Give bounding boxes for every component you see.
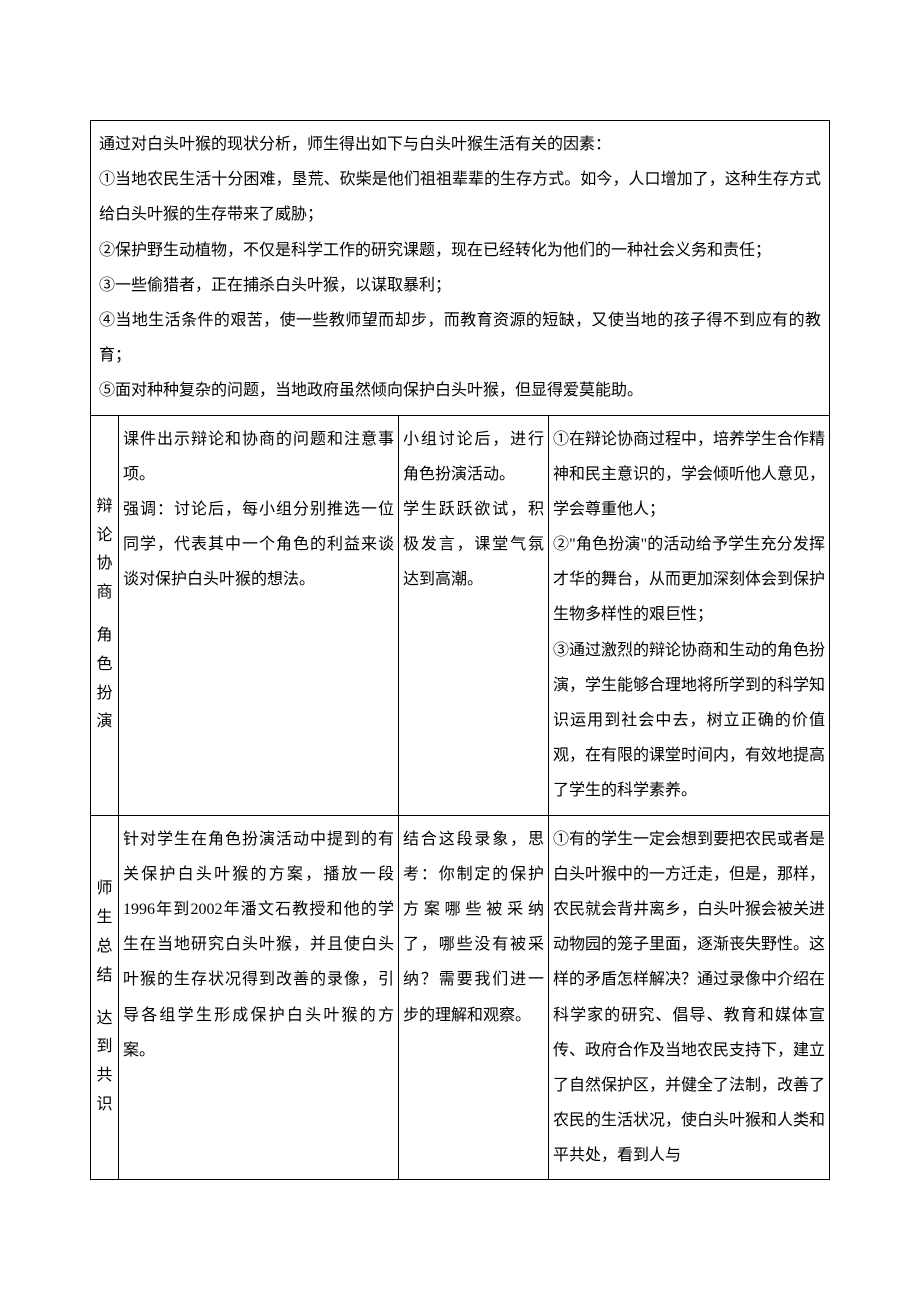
analysis-item-2: ②保护野生动植物，不仅是科学工作的研究课题，现在已经转化为他们的一种社会义务和责… bbox=[99, 233, 821, 268]
student-activity-cell: 小组讨论后，进行角色扮演活动。 学生跃跃欲试，积极发言，课堂气氛达到高潮。 bbox=[399, 415, 549, 815]
student-para: 小组讨论后，进行角色扮演活动。 bbox=[403, 422, 544, 492]
intent-para: ①在辩论协商过程中，培养学生合作精神和民主意识的，学会倾听他人意见，学会尊重他人… bbox=[553, 422, 825, 528]
analysis-item-3: ③一些偷猎者，正在捕杀白头叶猴，以谋取暴利； bbox=[99, 268, 821, 303]
table-row: 师 生 总 结 达 到 共 识 针对学生在角色扮演活动中提到的有关保护白头叶猴的… bbox=[91, 815, 830, 1180]
intent-para: ②"角色扮演"的活动给予学生充分发挥才华的舞台，从而更加深刻体会到保护生物多样性… bbox=[553, 527, 825, 633]
analysis-row: 通过对白头叶猴的现状分析，师生得出如下与白头叶猴生活有关的因素： ①当地农民生活… bbox=[91, 121, 830, 416]
student-para: 学生跃跃欲试，积极发言，课堂气氛达到高潮。 bbox=[403, 492, 544, 598]
analysis-item-1: ①当地农民生活十分困难，垦荒、砍柴是他们祖祖辈辈的生存方式。如今，人口增加了，这… bbox=[99, 162, 821, 232]
analysis-intro: 通过对白头叶猴的现状分析，师生得出如下与白头叶猴生活有关的因素： bbox=[99, 127, 821, 162]
table-row: 辩 论 协 商 角 色 扮 演 课件出示辩论和协商的问题和注意事项。 强调：讨论… bbox=[91, 415, 830, 815]
row-label-debate: 辩 论 协 商 角 色 扮 演 bbox=[91, 415, 119, 815]
intent-para: ③通过激烈的辩论协商和生动的角色扮演，学生能够合理地将所学到的科学知识运用到社会… bbox=[553, 633, 825, 809]
student-para: 结合这段录象，思考：你制定的保护方案哪些被采纳了，哪些没有被采纳？需要我们进一步… bbox=[403, 822, 544, 1033]
teacher-para: 针对学生在角色扮演活动中提到的有关保护白头叶猴的方案，播放一段1996年到200… bbox=[123, 822, 394, 1068]
teacher-activity-cell: 课件出示辩论和协商的问题和注意事项。 强调：讨论后，每小组分别推选一位同学，代表… bbox=[119, 415, 399, 815]
teacher-para: 课件出示辩论和协商的问题和注意事项。 bbox=[123, 422, 394, 492]
intent-para: ①有的学生一定会想到要把农民或者是白头叶猴中的一方迁走，但是，那样，农民就会背井… bbox=[553, 822, 825, 1174]
teacher-activity-cell: 针对学生在角色扮演活动中提到的有关保护白头叶猴的方案，播放一段1996年到200… bbox=[119, 815, 399, 1180]
analysis-item-5: ⑤面对种种复杂的问题，当地政府虽然倾向保护白头叶猴，但显得爱莫能助。 bbox=[99, 373, 821, 408]
design-intent-cell: ①在辩论协商过程中，培养学生合作精神和民主意识的，学会倾听他人意见，学会尊重他人… bbox=[549, 415, 830, 815]
row-label-summary: 师 生 总 结 达 到 共 识 bbox=[91, 815, 119, 1180]
analysis-item-4: ④当地生活条件的艰苦，使一些教师望而却步，而教育资源的短缺，又使当地的孩子得不到… bbox=[99, 303, 821, 373]
teacher-para: 强调：讨论后，每小组分别推选一位同学，代表其中一个角色的利益来谈谈对保护白头叶猴… bbox=[123, 492, 394, 598]
lesson-plan-table: 通过对白头叶猴的现状分析，师生得出如下与白头叶猴生活有关的因素： ①当地农民生活… bbox=[90, 120, 830, 1180]
design-intent-cell: ①有的学生一定会想到要把农民或者是白头叶猴中的一方迁走，但是，那样，农民就会背井… bbox=[549, 815, 830, 1180]
student-activity-cell: 结合这段录象，思考：你制定的保护方案哪些被采纳了，哪些没有被采纳？需要我们进一步… bbox=[399, 815, 549, 1180]
